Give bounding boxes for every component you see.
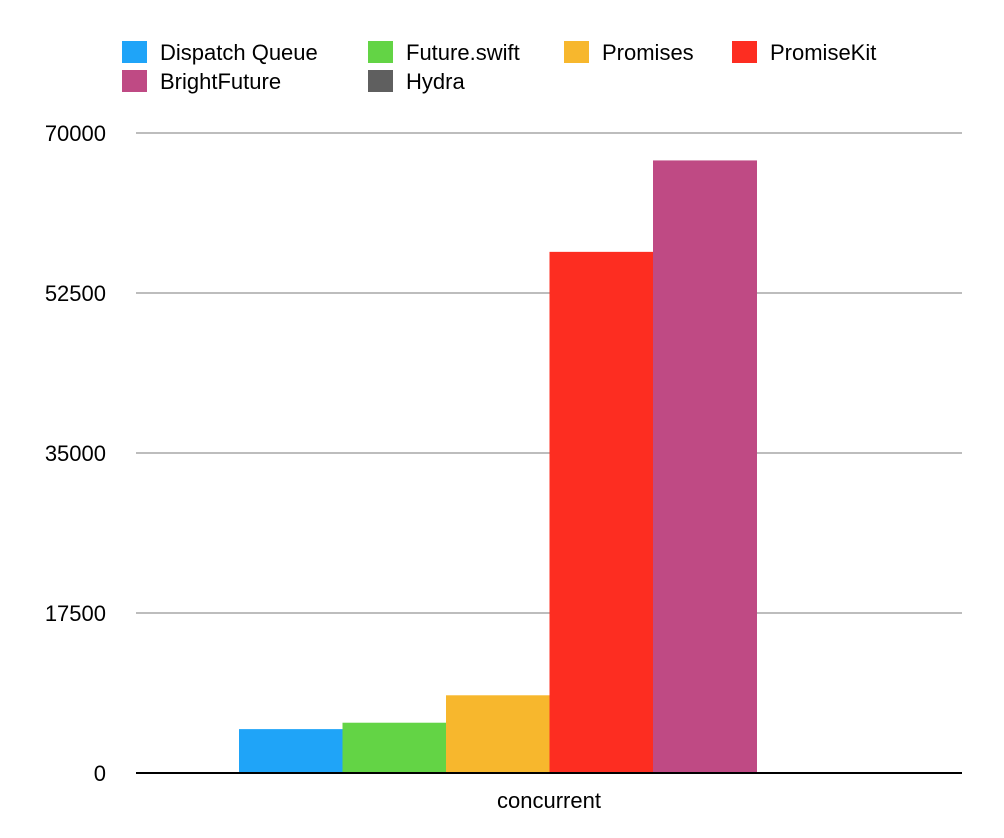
bar-promisekit (549, 251, 654, 773)
y-tick-label: 17500 (45, 601, 106, 626)
legend-label: Dispatch Queue (160, 40, 318, 65)
legend-swatch (122, 41, 147, 63)
legend-swatch (732, 41, 757, 63)
x-category-label: concurrent (497, 788, 601, 813)
legend-item: Dispatch Queue (122, 40, 318, 65)
legend-label: Hydra (406, 69, 465, 94)
y-tick-label: 52500 (45, 281, 106, 306)
y-tick-label: 35000 (45, 441, 106, 466)
legend-swatch (122, 70, 147, 92)
bar-dispatch-queue (239, 729, 343, 773)
legend-label: Future.swift (406, 40, 520, 65)
legend-swatch (564, 41, 589, 63)
legend-item: Future.swift (368, 40, 520, 65)
legend-label: Promises (602, 40, 694, 65)
y-tick-label: 70000 (45, 121, 106, 146)
legend-label: BrightFuture (160, 69, 281, 94)
gridlines: 0 17500 35000 52500 70000 (45, 121, 962, 786)
legend-item: PromiseKit (732, 40, 876, 65)
bar-promises (446, 695, 550, 773)
legend: Dispatch Queue Future.swift Promises Promis… (122, 40, 876, 94)
legend-item: BrightFuture (122, 69, 281, 94)
bar-future-swift (342, 722, 447, 773)
bar-brightfuture (653, 160, 757, 773)
bars: concurrent (239, 160, 757, 813)
y-tick-label: 0 (94, 761, 106, 786)
legend-swatch (368, 70, 393, 92)
legend-item: Hydra (368, 69, 465, 94)
legend-label: PromiseKit (770, 40, 876, 65)
legend-swatch (368, 41, 393, 63)
legend-item: Promises (564, 40, 694, 65)
